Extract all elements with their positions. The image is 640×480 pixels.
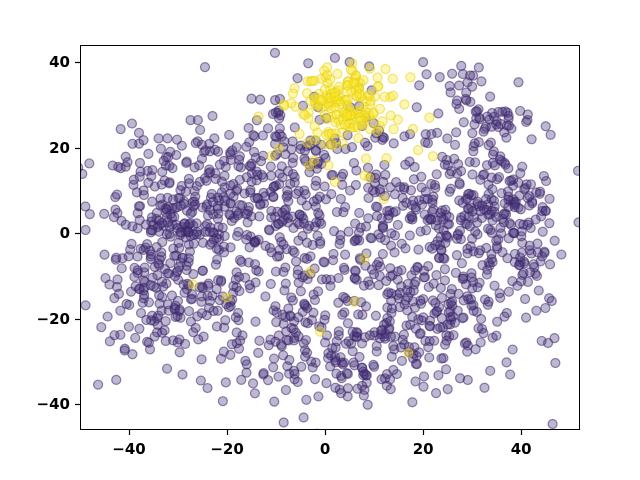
y-tick-label-3: 20 bbox=[49, 138, 70, 157]
y-tick-label-0: −40 bbox=[36, 395, 70, 414]
x-tick-label-0: −40 bbox=[112, 440, 146, 458]
y-tick-label-1: −20 bbox=[36, 309, 70, 328]
x-tick-label-3: 20 bbox=[412, 440, 434, 458]
y-tick-label-4: 40 bbox=[49, 53, 70, 72]
x-tick-label-2: 0 bbox=[319, 440, 331, 458]
x-tick-label-1: −20 bbox=[210, 440, 244, 458]
x-tick-label-4: 40 bbox=[510, 440, 532, 458]
y-tick-label-2: 0 bbox=[59, 224, 70, 243]
